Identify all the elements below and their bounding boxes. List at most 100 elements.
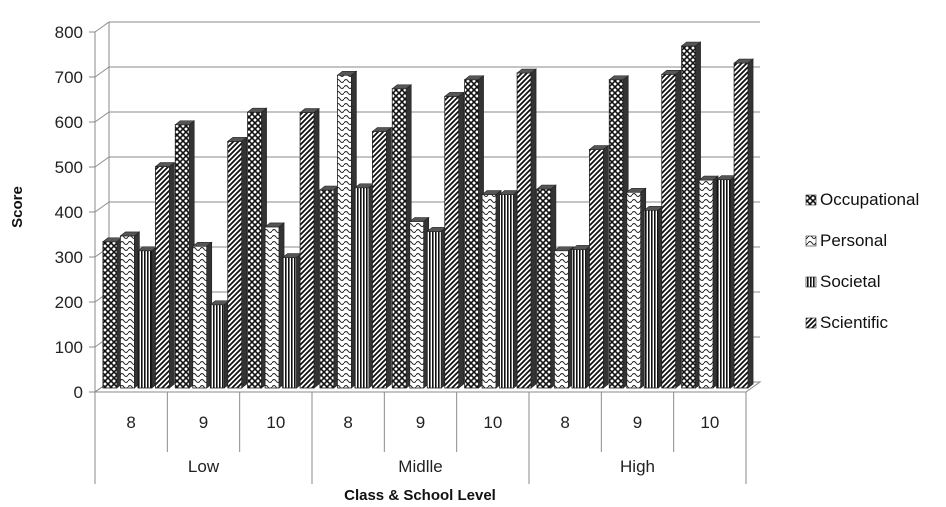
bar-front [661,73,677,389]
x-tick-label: 9 [199,413,208,432]
x-group-label: Low [188,457,220,476]
bar-front [481,194,497,389]
bar-front [227,140,243,389]
x-tick-label: 8 [343,413,352,432]
bars [102,41,754,389]
bar [246,107,268,389]
x-tick-label: 8 [126,413,135,432]
bar-front [372,131,387,389]
y-tick-label: 800 [55,23,83,42]
bar [660,69,682,389]
bar-front [716,179,731,389]
bar [336,70,358,389]
bar [264,222,285,389]
y-tick-label: 500 [55,158,83,177]
bar [408,216,430,389]
bar-side [241,136,248,389]
legend-swatch [805,276,817,288]
x-group-label: Midlle [398,457,442,476]
bar-side [458,91,465,389]
x-tick-label: 8 [560,413,569,432]
x-tick-label: 9 [416,413,425,432]
bar [119,231,141,389]
bar [354,183,375,389]
bar [608,75,630,389]
bar-front [209,304,225,389]
bar-front [626,191,642,389]
bar-front [536,188,552,389]
bar [571,244,592,389]
bar [698,175,719,389]
bar [643,205,665,389]
bar [191,241,213,389]
bar [102,237,123,389]
bar [137,246,158,389]
bar-front [643,209,659,389]
y-axis-title: Score [9,186,26,228]
x-tick-label: 10 [483,413,502,432]
x-tick-label: 10 [700,413,719,432]
bar-front [102,241,118,389]
x-group-label: High [620,457,655,476]
bar-front [733,62,749,389]
x-axis: 8 9 10 Low 8 9 10 Midlle 8 9 10 High [94,392,747,484]
legend-label: Personal [820,231,887,250]
y-tick-label: 0 [74,383,83,402]
y-tick-label: 400 [55,203,83,222]
bar-front [681,45,696,389]
bar-side [386,126,392,389]
gridline-depth [94,66,110,78]
gridline-depth [94,201,110,213]
bar-front [319,189,335,389]
gridline-depth [94,111,110,123]
bar-front [247,111,262,389]
legend-item: Personal [805,231,887,250]
bar [516,68,537,389]
bar-front [354,187,370,389]
legend-item: Occupational [805,190,919,209]
bar-side [169,161,175,389]
bar [226,136,248,389]
gridline-depth [94,21,110,33]
bar [588,144,610,389]
bar-front [464,79,479,389]
bar-front [391,88,407,389]
bar [281,252,303,389]
bar [443,91,465,389]
bar [733,58,754,389]
y-tick-label: 600 [55,113,83,132]
bar-front [499,194,514,389]
legend-item: Societal [805,272,880,291]
bar [174,120,196,389]
bar-side [675,69,682,389]
bar-side [530,68,537,389]
bar-front [426,230,442,389]
legend-label: Societal [820,272,880,291]
y-axis-ticks: 0 100 200 300 400 500 600 700 800 [55,23,96,402]
bar-front [554,250,569,389]
bar-front [192,245,208,389]
bar-front [589,149,604,389]
x-axis-title: Class & School Level [344,487,496,504]
bar-front [299,112,315,389]
bar-front [174,124,190,389]
legend-swatch [805,317,817,329]
bar [319,185,340,389]
bar-front [337,74,352,389]
bar [481,189,502,389]
legend-item: Scientific [805,313,889,332]
bar-front [571,248,587,389]
bar [463,75,485,389]
legend-swatch [805,194,817,206]
bar [299,107,320,389]
bar-front [264,226,280,389]
bar-front [409,221,425,389]
x-tick-label: 9 [633,413,642,432]
bar [426,226,448,389]
bar-front [155,166,170,389]
y-tick-label: 300 [55,248,83,267]
legend-label: Scientific [820,313,889,332]
legend: Occupational Personal Societal Scientific [805,190,919,332]
y-tick-label: 100 [55,338,83,357]
